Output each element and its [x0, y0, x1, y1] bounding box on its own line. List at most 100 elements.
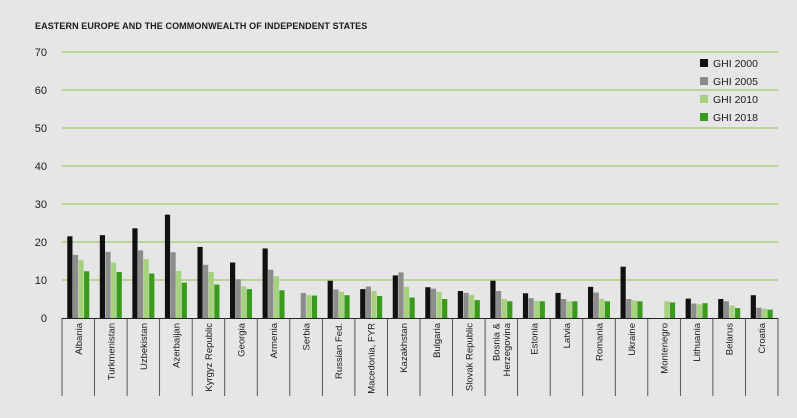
- bar: [761, 308, 768, 318]
- bar: [398, 272, 404, 318]
- y-tick-label: 20: [35, 237, 47, 249]
- x-tick-label: Armenia: [269, 322, 280, 358]
- bar: [588, 286, 594, 318]
- legend-swatch: [700, 113, 708, 121]
- x-tick-label: Romania: [595, 322, 606, 361]
- x-tick-label: Croatia: [757, 322, 768, 353]
- bar: [338, 291, 345, 318]
- chart-title: EASTERN EUROPE AND THE COMMONWEALTH OF I…: [35, 21, 367, 31]
- bar: [637, 301, 643, 318]
- bar: [691, 303, 697, 318]
- bar: [72, 254, 79, 318]
- bar: [425, 287, 431, 318]
- bar: [181, 282, 187, 318]
- y-tick-label: 30: [35, 199, 47, 211]
- bar: [214, 284, 220, 318]
- bar: [235, 279, 241, 318]
- bar: [105, 251, 111, 318]
- bar: [457, 291, 464, 318]
- bar: [262, 248, 268, 318]
- bar: [137, 250, 144, 318]
- gridlines: [62, 51, 778, 281]
- bar: [279, 290, 285, 318]
- y-tick-label: 10: [35, 275, 47, 287]
- x-tick-label: Belarus: [725, 323, 736, 355]
- bar: [463, 292, 469, 318]
- bar: [78, 260, 84, 318]
- bar: [756, 307, 762, 318]
- x-tick-label: Latvia: [562, 322, 573, 348]
- bar: [729, 305, 735, 318]
- bar: [197, 246, 203, 318]
- x-tick-label: Bosnia &Herzegovina: [492, 322, 514, 376]
- x-tick-label: Serbia: [302, 322, 313, 350]
- bar: [176, 270, 182, 318]
- bar: [116, 272, 122, 318]
- bar: [344, 295, 350, 318]
- y-tick-label: 0: [41, 313, 47, 325]
- x-tick-label: Montenegro: [660, 323, 671, 374]
- x-tick-label: Turkmenistan: [106, 323, 117, 380]
- x-tick-label: Uzbekistan: [139, 323, 150, 370]
- bar: [149, 273, 155, 318]
- y-tick-label: 40: [35, 161, 47, 173]
- bar: [327, 280, 333, 318]
- bar: [593, 292, 599, 318]
- bar: [376, 295, 383, 318]
- bar: [561, 299, 567, 318]
- x-tick-label: Kazakhstan: [399, 323, 410, 373]
- bar: [495, 291, 502, 318]
- bar: [750, 295, 756, 318]
- bar: [631, 300, 637, 318]
- bar: [403, 286, 410, 318]
- x-tick-label: Macedonia, FYR: [367, 323, 378, 394]
- bar: [430, 288, 437, 318]
- y-tick-label: 50: [35, 123, 47, 135]
- x-tick-label: Albania: [74, 322, 85, 354]
- bar: [474, 300, 480, 318]
- bar: [230, 262, 236, 318]
- x-tick-label: Kyrgyz Republic: [204, 323, 215, 392]
- bar: [436, 291, 442, 318]
- x-tick-label: Russian Fed.: [334, 323, 345, 379]
- legend-label: GHI 2000: [713, 58, 758, 70]
- bar: [360, 289, 366, 318]
- bar: [306, 295, 312, 318]
- legend-label: GHI 2018: [713, 112, 758, 124]
- x-axis: Albania Turkmenistan Uzbekistan Azerbaijan K…: [61, 318, 779, 396]
- y-tick-label: 60: [35, 85, 47, 97]
- bar: [528, 298, 534, 318]
- legend-label: GHI 2010: [713, 94, 758, 106]
- bar: [664, 301, 670, 318]
- bar: [67, 236, 73, 318]
- bar: [311, 295, 318, 318]
- legend-label: GHI 2005: [713, 76, 758, 88]
- y-tick-label: 70: [35, 47, 47, 59]
- x-tick-label: Azerbaijan: [171, 323, 182, 368]
- x-tick-label: Georgia: [237, 322, 248, 357]
- x-tick-label: Estonia: [529, 322, 540, 354]
- legend: GHI 2000 GHI 2005 GHI 2010 GHI 2018: [700, 58, 758, 124]
- bar: [170, 252, 176, 318]
- bar: [143, 259, 149, 318]
- bar: [300, 292, 306, 318]
- bar: [490, 280, 496, 318]
- bar: [208, 272, 214, 318]
- legend-swatch: [700, 59, 708, 67]
- bar: [702, 303, 708, 318]
- bar: [555, 292, 561, 318]
- bar: [626, 299, 632, 318]
- legend-swatch: [700, 95, 708, 103]
- x-tick-label: Ukraine: [627, 323, 638, 356]
- bar: [696, 304, 703, 318]
- bar: [442, 299, 448, 318]
- bar: [203, 264, 209, 318]
- bar: [734, 308, 741, 318]
- bar: [132, 228, 138, 318]
- x-tick-label: Bulgaria: [432, 322, 443, 358]
- bar: [539, 301, 545, 318]
- bar: [246, 289, 252, 318]
- bar: [333, 289, 339, 318]
- bar: [84, 271, 90, 318]
